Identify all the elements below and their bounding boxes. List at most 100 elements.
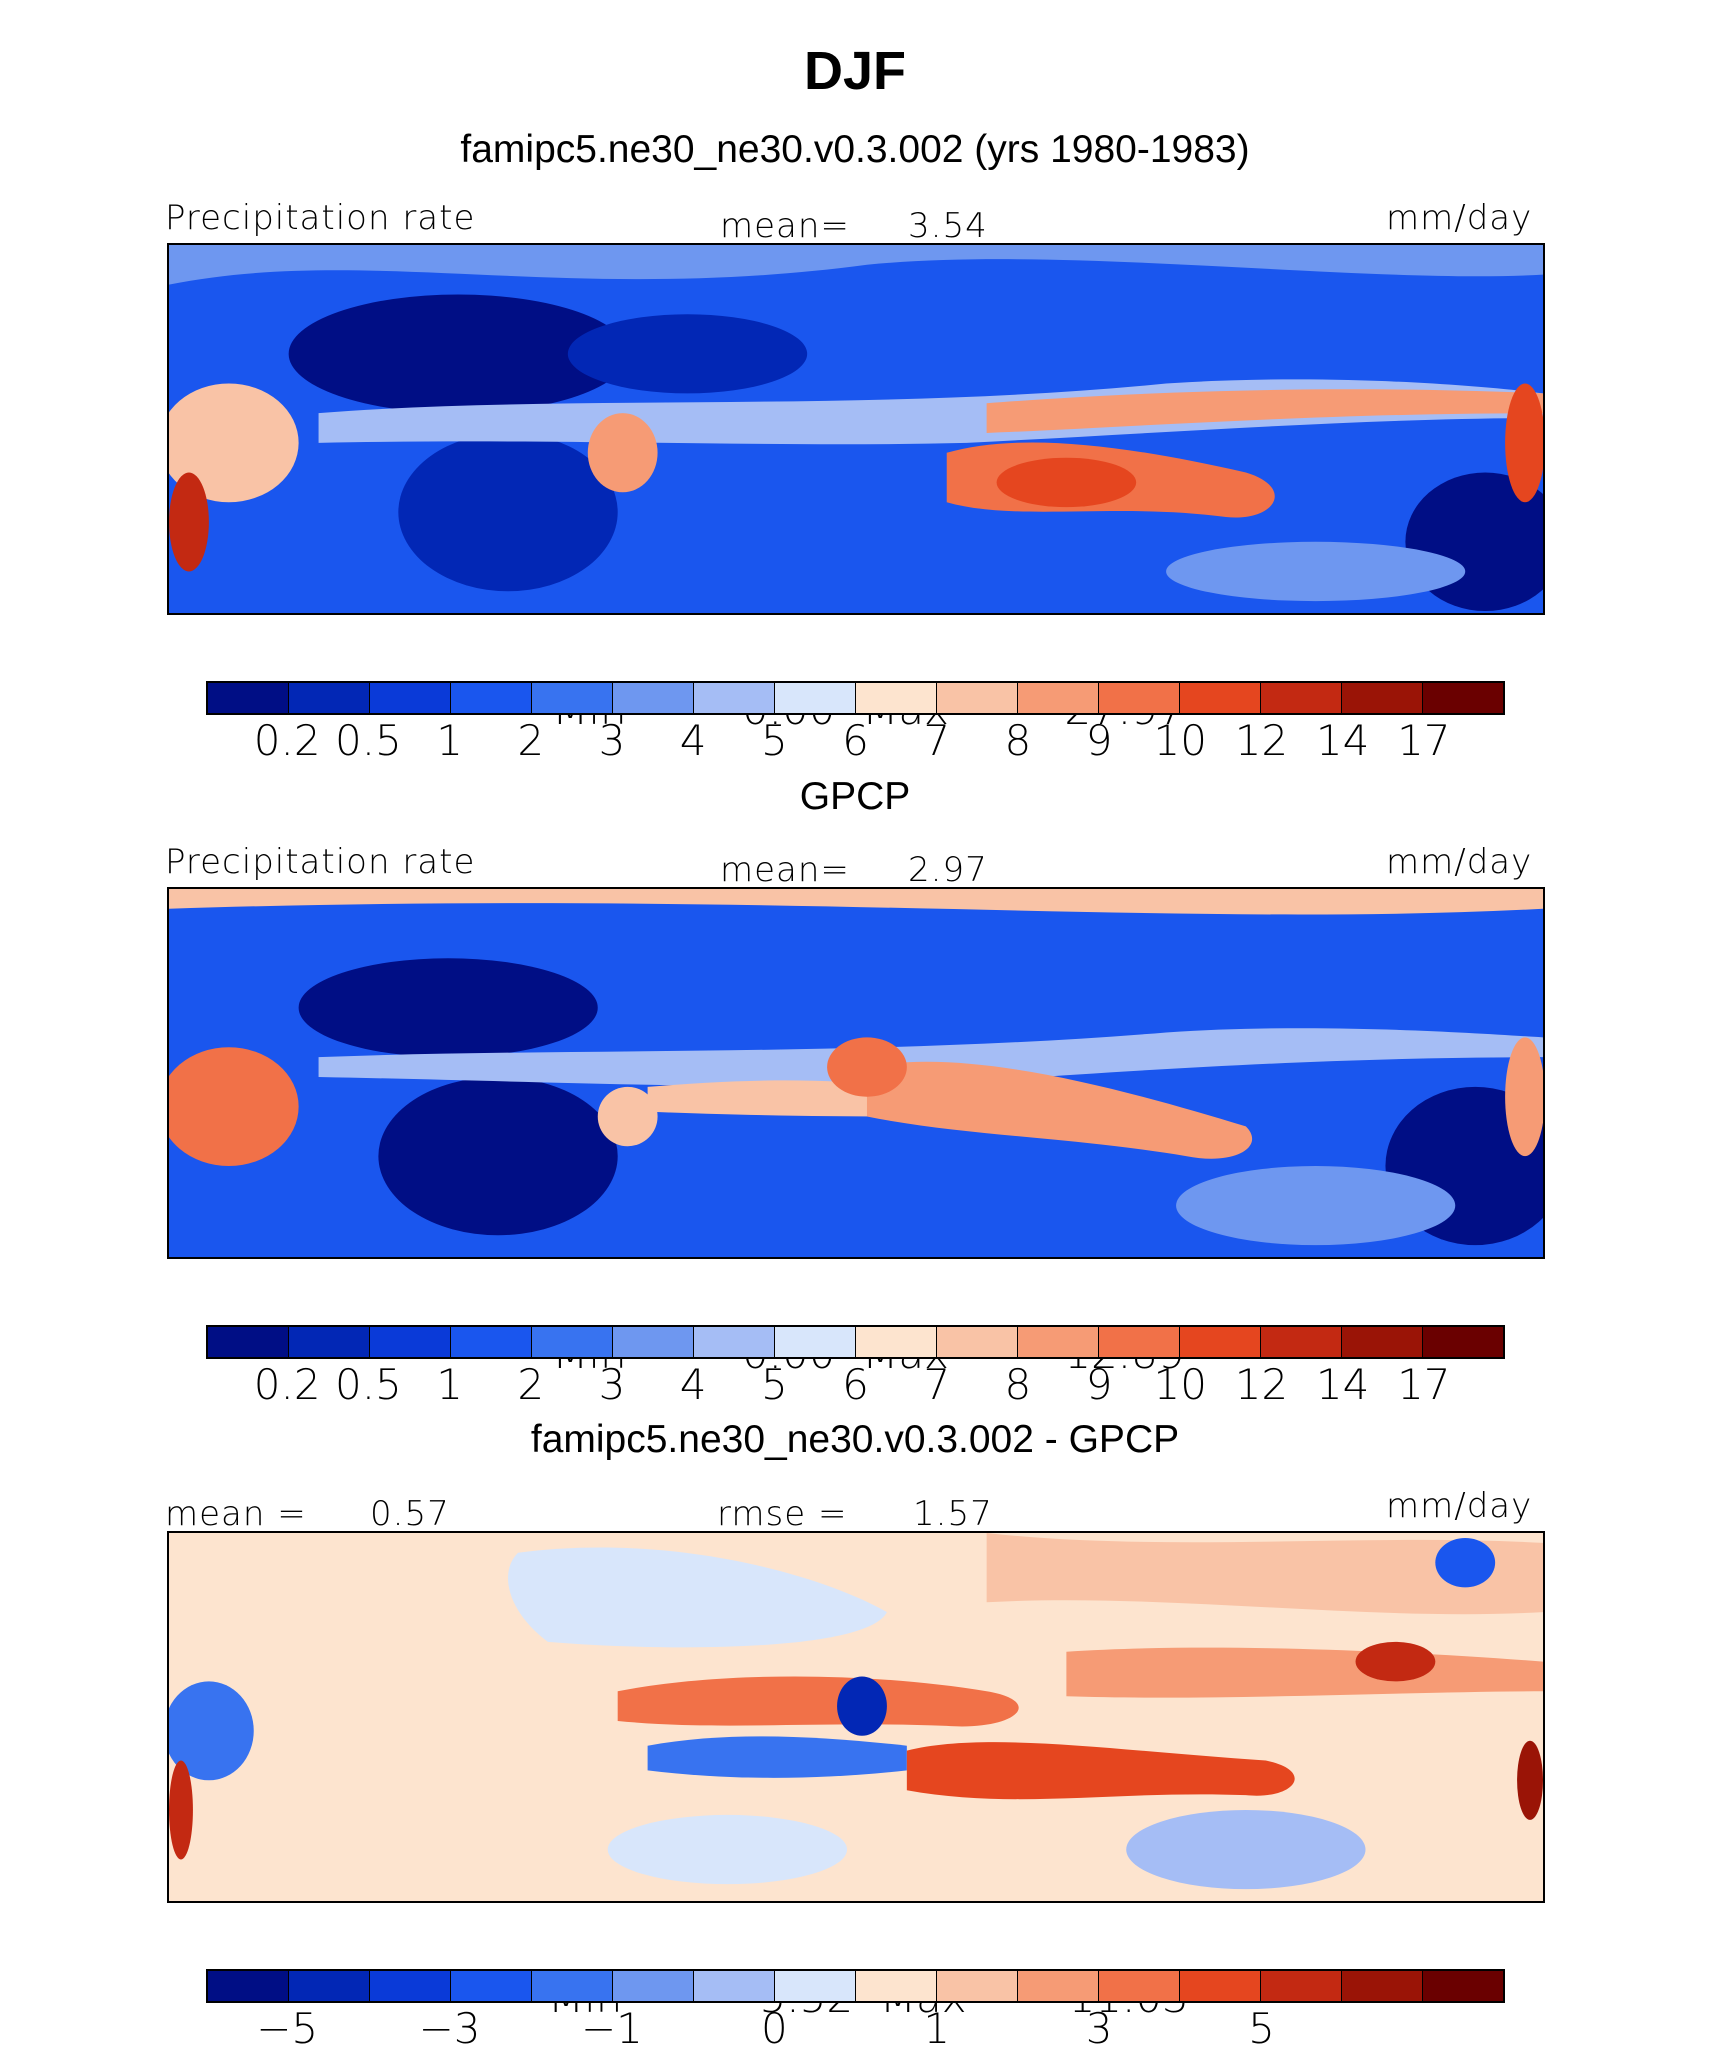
colorbar-tick-label: 3 [598, 1360, 626, 1409]
colorbar-swatch [694, 1327, 775, 1357]
field-indian-ocean-dry [647, 1736, 907, 1778]
colorbar-tick-label: −3 [418, 2004, 481, 2053]
colorbar-swatch [937, 683, 1018, 713]
colorbar-tick-label: 0.2 [253, 1360, 321, 1409]
field-maritime-continent-max [996, 457, 1137, 508]
colorbar-swatch [1180, 683, 1261, 713]
field-dry-sahara [288, 294, 628, 414]
field-eurasia-neutral [508, 1547, 887, 1648]
colorbar-tick-label: 4 [679, 1360, 707, 1409]
field-maritime-continent [866, 1061, 1253, 1159]
field-dry-south-atlantic [378, 1076, 618, 1236]
field-dry-south-atlantic [398, 432, 618, 592]
colorbar-swatch [613, 1971, 694, 2001]
colorbar-swatch [1099, 683, 1180, 713]
colorbar-swatch [1099, 1971, 1180, 2001]
field-dry-arabia [567, 314, 808, 394]
field-east-pacific-edge [1505, 383, 1543, 503]
colorbar-tick-label: 2 [517, 1360, 545, 1409]
colorbar-swatch [1261, 1327, 1342, 1357]
colorbar-tick-label: 0.2 [253, 716, 321, 765]
colorbar-swatch [370, 683, 451, 713]
colorbar-tick-label: −5 [256, 2004, 319, 2053]
colorbar-swatch [532, 1327, 613, 1357]
colorbar-swatch [1342, 1327, 1423, 1357]
panel-3-rmse-value: 1.57 [913, 1494, 993, 1534]
field-andes-max [169, 1760, 193, 1860]
colorbar-swatch [1180, 1327, 1261, 1357]
colorbar-swatch [694, 683, 775, 713]
colorbar-tick-label: 7 [923, 716, 951, 765]
panel-2-mean-value: 2.97 [908, 850, 988, 890]
colorbar-swatch [370, 1327, 451, 1357]
colorbar-swatch [289, 1327, 370, 1357]
colorbar-tick-label: 0.5 [334, 1360, 402, 1409]
colorbar-tick-label: 10 [1153, 1360, 1207, 1409]
field-amazon-dry [169, 1681, 254, 1781]
colorbar-tick-label: 6 [842, 716, 869, 765]
panel-3-field [169, 1533, 1543, 1901]
field-south-pacific [1176, 1165, 1456, 1246]
colorbar-tick-label: 4 [679, 716, 707, 765]
colorbar-swatch [1342, 683, 1423, 713]
panel-3-colorbar-ticks: −5 −3 −1 0 1 3 5 [206, 2004, 1505, 2054]
panel-1-colorbar-ticks: 0.2 0.5 1 2 3 4 5 6 7 8 9 10 12 14 17 [206, 716, 1505, 766]
colorbar-swatch [208, 1327, 289, 1357]
colorbar-swatch [208, 1971, 289, 2001]
colorbar-swatch [1423, 1971, 1503, 2001]
colorbar-tick-label: 17 [1397, 716, 1451, 765]
colorbar-swatch [451, 1971, 532, 2001]
colorbar-tick-label: 9 [1085, 1360, 1113, 1409]
panel-1-field [169, 245, 1543, 613]
panel-3-mean-label: mean = [165, 1494, 307, 1534]
colorbar-swatch [532, 1971, 613, 2001]
field-south-pacific [1126, 1809, 1366, 1890]
colorbar-tick-label: 14 [1315, 1360, 1370, 1409]
colorbar-swatch [370, 1971, 451, 2001]
colorbar-swatch [1261, 1971, 1342, 2001]
panel-2-field [169, 889, 1543, 1257]
colorbar-swatch [289, 1971, 370, 2001]
field-borneo-dry [837, 1676, 887, 1736]
colorbar-tick-label: 5 [760, 1360, 788, 1409]
colorbar-tick-label: 12 [1234, 716, 1289, 765]
colorbar-swatch [1099, 1327, 1180, 1357]
panel-2-colorbar-ticks: 0.2 0.5 1 2 3 4 5 6 7 8 9 10 12 14 17 [206, 1360, 1505, 1410]
colorbar-swatch [856, 1971, 937, 2001]
colorbar-swatch [775, 683, 856, 713]
colorbar-swatch [1423, 1327, 1503, 1357]
field-borneo-max [827, 1037, 907, 1097]
panel-3-title: famipc5.ne30_ne30.v0.3.002 - GPCP [530, 1418, 1180, 1461]
colorbar-swatch [1342, 1971, 1423, 2001]
colorbar-swatch [1018, 1327, 1099, 1357]
colorbar-tick-label: 0 [760, 2004, 788, 2053]
field-andes-max [169, 472, 209, 572]
field-pacific-max [1355, 1641, 1436, 1682]
panel-1-units: mm/day [1386, 198, 1533, 238]
colorbar-swatch [289, 683, 370, 713]
field-indian-ocean-north [617, 1676, 1019, 1727]
field-band-north [169, 245, 1543, 285]
panel-3-map [167, 1531, 1545, 1903]
colorbar-swatch [937, 1327, 1018, 1357]
panel-1-mean-label: mean= [720, 206, 850, 246]
field-band-north [169, 889, 1543, 915]
colorbar-swatch [1018, 1971, 1099, 2001]
field-east-pacific-edge [1505, 1037, 1543, 1157]
colorbar-tick-label: 1 [436, 716, 463, 765]
field-amazon-wet [169, 383, 299, 503]
colorbar-swatch [1423, 683, 1503, 713]
colorbar-swatch [856, 683, 937, 713]
field-south-pacific [1166, 541, 1466, 602]
field-north-america-dry [1435, 1537, 1496, 1588]
colorbar-swatch [1180, 1971, 1261, 2001]
colorbar-tick-label: 8 [1004, 716, 1032, 765]
colorbar-swatch [937, 1971, 1018, 2001]
colorbar-tick-label: 3 [1085, 2004, 1113, 2053]
colorbar-swatch [775, 1327, 856, 1357]
figure-title: DJF [803, 41, 906, 101]
panel-1-variable-label: Precipitation rate [165, 198, 476, 238]
colorbar-swatch [451, 1327, 532, 1357]
colorbar-tick-label: 1 [923, 2004, 951, 2053]
colorbar-tick-label: 6 [842, 1360, 869, 1409]
